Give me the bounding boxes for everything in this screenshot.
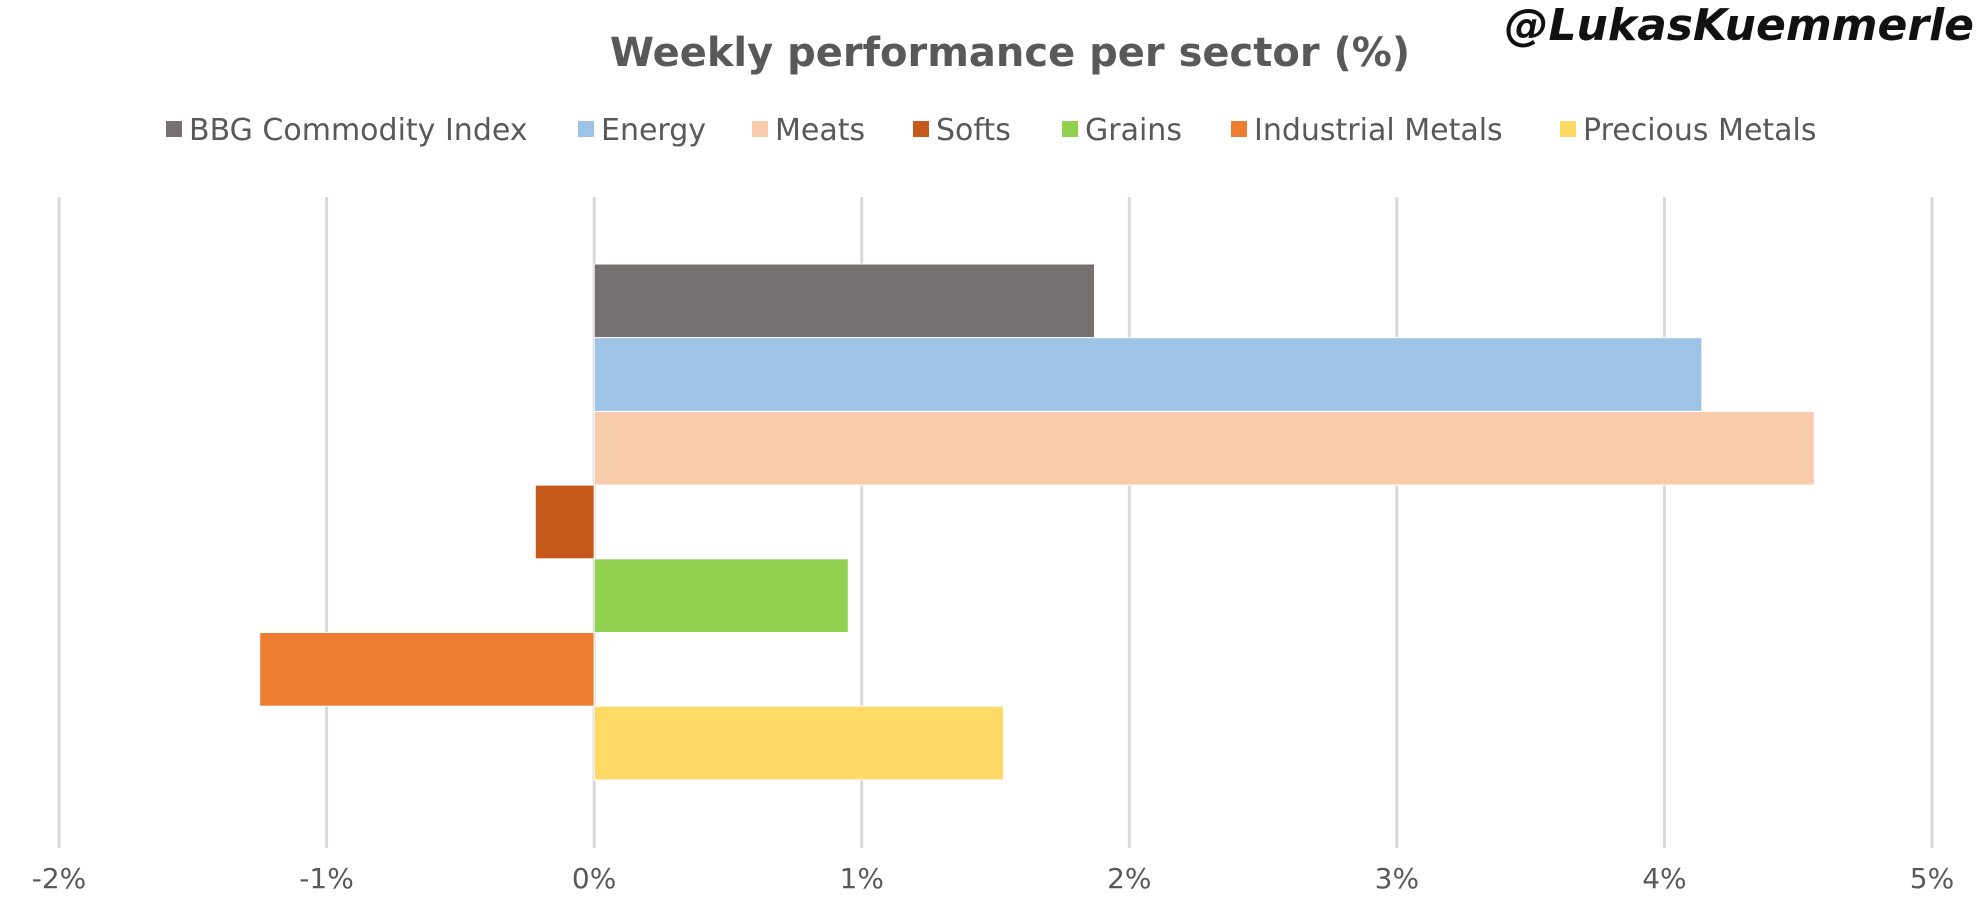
bar-bbg-commodity-index	[593, 263, 1096, 339]
tick-label: -1%	[299, 862, 354, 895]
legend-label: Energy	[601, 113, 706, 148]
bar-meats	[593, 410, 1815, 486]
legend-swatch	[1231, 121, 1247, 137]
legend-swatch	[166, 121, 182, 137]
tick-label: 4%	[1642, 862, 1686, 895]
bar-grains	[593, 558, 849, 633]
watermark: @LukasKuemmerle	[1504, 0, 1974, 51]
tick-label: -2%	[32, 862, 87, 895]
legend-swatch	[1560, 121, 1576, 137]
legend-swatch	[1062, 121, 1078, 137]
legend-label: BBG Commodity Index	[189, 113, 528, 148]
legend-swatch	[913, 121, 929, 137]
legend-swatch	[578, 121, 594, 137]
legend: BBG Commodity Index Energy Meats Softs Grain…	[166, 113, 1817, 148]
bars	[259, 263, 1815, 781]
tick-label: 2%	[1107, 862, 1151, 895]
legend-label: Industrial Metals	[1254, 113, 1503, 148]
legend-label: Precious Metals	[1583, 113, 1817, 148]
bar-softs	[534, 484, 595, 560]
tick-label: 0%	[572, 862, 616, 895]
legend-label: Meats	[775, 113, 865, 148]
tick-label: 5%	[1910, 862, 1954, 895]
bar-precious-metals	[593, 705, 1005, 781]
bar-energy	[593, 337, 1703, 412]
legend-swatch	[752, 121, 768, 137]
tick-label: 1%	[840, 862, 884, 895]
bar-industrial-metals	[259, 632, 595, 707]
tick-label: 3%	[1375, 862, 1419, 895]
chart-title: Weekly performance per sector (%)	[610, 30, 1410, 76]
x-axis-tick-labels: -2% -1% 0% 1% 2% 3% 4% 5%	[32, 862, 1954, 895]
legend-label: Grains	[1085, 113, 1182, 148]
legend-label: Softs	[936, 113, 1011, 148]
